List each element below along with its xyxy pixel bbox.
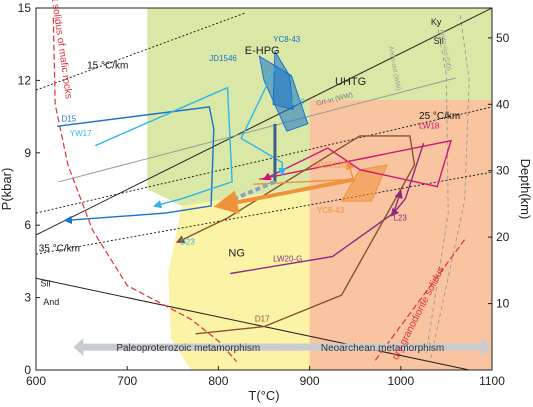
x-tick-label: 700 xyxy=(117,374,137,388)
pt-path-yw17 xyxy=(95,86,233,209)
right-tick-label: 40 xyxy=(496,97,510,111)
pt-path-lw18 xyxy=(259,139,453,188)
right-tick-label: 20 xyxy=(496,230,510,244)
wet-solidus-label: Wet solidus of mafic rocks xyxy=(47,0,74,100)
y-tick-label: 9 xyxy=(24,146,31,160)
right-tick-label: 30 xyxy=(496,164,510,178)
series-label: D23 xyxy=(180,238,195,247)
series-label: L23 xyxy=(394,213,408,222)
isotherm-line xyxy=(36,12,246,91)
series-label: JD1546 xyxy=(209,54,237,63)
pt-path-d15 xyxy=(56,106,215,225)
metamorphism-label: Neoarchean metamorphism xyxy=(321,343,444,354)
region-uhtg xyxy=(309,99,492,370)
series-label: D17 xyxy=(255,315,270,324)
reaction-label-bottom: And xyxy=(43,297,59,307)
pt-path-d23 xyxy=(390,142,425,217)
pt-path-l20 xyxy=(240,67,287,177)
series-label: LW20-G xyxy=(273,254,302,263)
series-label: JD15120 xyxy=(314,160,347,169)
ando-out-curve xyxy=(430,15,470,358)
pt-path-lw20-g xyxy=(230,189,403,275)
metamorphism-arrow-head xyxy=(481,338,492,357)
y-tick-label: 12 xyxy=(18,73,32,87)
ando-out-curve xyxy=(425,24,449,354)
right-axis-title: Depth(km) xyxy=(518,159,533,220)
region-label: NG xyxy=(228,248,245,260)
series-label: YW17 xyxy=(70,129,92,138)
isotherm-label: 15 °C/km xyxy=(87,60,128,71)
descent-arrow-dash xyxy=(234,179,276,201)
x-tick-label: 600 xyxy=(26,374,46,388)
x-tick-label: 1000 xyxy=(387,374,414,388)
region-ng xyxy=(168,186,310,370)
y-tick-label: 6 xyxy=(24,218,31,232)
jd15120-arrow xyxy=(213,177,356,215)
y-tick-label: 3 xyxy=(24,291,31,305)
x-axis-title: T(°C) xyxy=(248,388,279,403)
plot-frame xyxy=(35,7,493,371)
isotherm-line xyxy=(36,171,492,255)
right-tick-label: 50 xyxy=(496,31,510,45)
region-label: UHTG xyxy=(335,76,366,88)
series-label: YC8-43 xyxy=(317,206,345,215)
dry-solidus-line xyxy=(374,239,466,361)
reaction-label-top: Sil xyxy=(41,279,51,289)
region-label: E-HPG xyxy=(245,45,280,57)
metamorphism-label: Paleoproterozoic metamorphism xyxy=(116,343,260,354)
series-label: YC8-43 xyxy=(273,35,301,44)
y-axis-title: P(kbar) xyxy=(0,168,14,211)
series-label: LW18 xyxy=(419,122,440,131)
plot-area xyxy=(36,8,492,370)
reaction-line xyxy=(58,77,456,183)
x-tick-label: 800 xyxy=(208,374,228,388)
region-e-hpg xyxy=(147,8,492,206)
series-label: L20 xyxy=(291,98,305,107)
right-tick-label: 10 xyxy=(496,297,510,311)
pt-box xyxy=(340,164,388,202)
x-tick-label: 1100 xyxy=(479,374,505,388)
reaction-label-bottom: Sil xyxy=(434,36,444,46)
metamorphism-arrow-head xyxy=(73,338,84,357)
isotherm-label: 25 °C/km xyxy=(419,111,460,122)
pt-path-d17 xyxy=(175,135,416,335)
reaction-line xyxy=(36,8,492,236)
reaction-label-top: Ky xyxy=(431,17,442,27)
series-label: D15 xyxy=(62,114,77,123)
x-tick-label: 900 xyxy=(300,374,320,388)
pt-box xyxy=(272,49,294,111)
y-tick-label: 0 xyxy=(24,363,31,377)
y-tick-label: 15 xyxy=(18,1,32,15)
isotherm-label: 35 °C/km xyxy=(39,244,80,255)
